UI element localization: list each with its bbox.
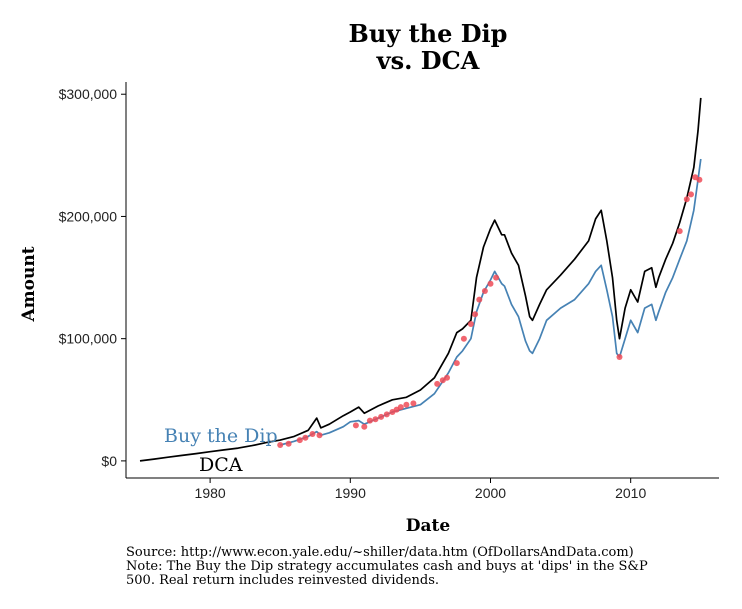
buy-point [309,431,316,437]
buy-point [397,404,404,411]
buy-point [487,280,494,287]
buy-point [476,296,483,303]
buy-point [372,416,379,423]
y-tick-labels: $0 $100,000 $200,000 $300,000 [59,86,118,469]
buy-point [434,380,441,387]
chart-title-line2: vs. DCA [376,46,480,75]
buy-point [410,400,417,407]
y-tick-label: $300,000 [59,86,118,102]
axes [121,82,719,483]
buy-point [302,434,309,441]
buy-point [285,440,292,447]
buy-point [472,311,479,318]
y-axis-title: Amount [19,246,39,322]
caption-note-line2: 500. Real return includes reinvested div… [126,573,439,588]
buy-point [676,228,683,235]
x-axis-title: Date [406,516,451,536]
buy-point [403,401,410,408]
buy-point [696,176,703,183]
series-line-dca [139,97,702,462]
x-tick-labels: 1980 1990 2000 2010 [195,485,647,501]
buy-point [688,191,694,198]
caption-source: Source: http://www.econ.yale.edu/~shille… [126,545,634,560]
buy-point [616,354,623,360]
x-tick-label: 1980 [195,485,226,501]
y-tick-label: $0 [101,453,117,469]
plot-area [139,97,703,462]
buy-point [444,374,450,381]
chart-title-line1: Buy the Dip [349,19,508,48]
y-tick-label: $200,000 [59,208,118,224]
buy-point [467,321,474,327]
buy-point [296,437,303,444]
buy-point [316,432,323,439]
x-tick-label: 2000 [475,485,506,501]
y-tick-label: $100,000 [59,331,118,347]
label-dca: DCA [199,454,243,476]
buy-point [352,422,359,429]
buy-point [378,413,385,420]
buy-point [383,411,390,418]
buy-point [453,360,460,367]
buy-point [460,335,467,342]
buy-point [366,417,373,424]
caption-note-line1: Note: The Buy the Dip strategy accumulat… [126,559,648,574]
buy-point [683,196,690,203]
x-tick-label: 1990 [335,485,366,501]
buy-point [277,442,284,448]
buy-point [493,274,500,281]
buy-point [361,423,368,430]
label-buy-the-dip: Buy the Dip [164,425,278,447]
buy-point [481,288,488,294]
x-tick-label: 2010 [615,485,646,501]
